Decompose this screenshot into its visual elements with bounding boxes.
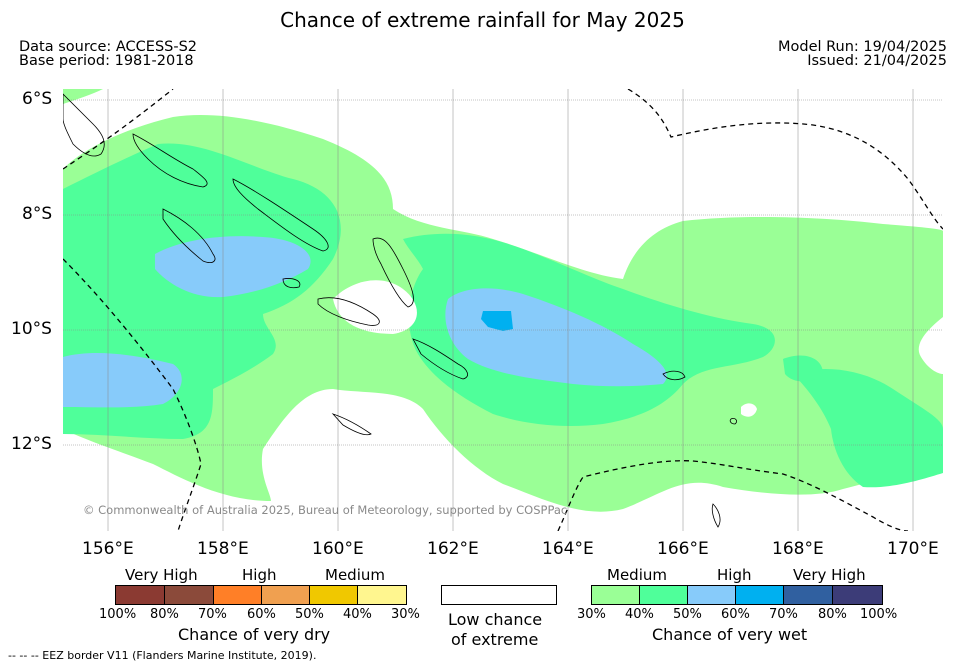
wet-tick: 60% — [721, 607, 750, 622]
map-title: Chance of extreme rainfall for May 2025 — [280, 8, 685, 32]
dry-swatch — [310, 586, 358, 604]
gridlines — [63, 89, 943, 531]
wet-category-medium: Medium — [607, 566, 667, 584]
dry-colorbar — [115, 585, 407, 605]
dry-category-medium: Medium — [325, 566, 385, 584]
wet-tick: 70% — [769, 607, 798, 622]
lat-label: 12°S — [11, 434, 52, 454]
lon-label: 156°E — [82, 539, 134, 559]
lon-label: 170°E — [887, 539, 939, 559]
dry-swatch — [116, 586, 165, 604]
wet-swatch — [592, 586, 640, 604]
dry-tick: 80% — [150, 607, 179, 622]
low-chance-zones — [333, 280, 943, 417]
wet-tick: 50% — [673, 607, 702, 622]
low-chance-swatch — [441, 585, 557, 605]
eez-borders — [63, 89, 943, 531]
dry-swatch — [262, 586, 310, 604]
dry-legend-label: Chance of very dry — [178, 625, 331, 644]
islands — [63, 93, 738, 528]
dry-tick: 30% — [391, 607, 420, 622]
dry-swatch — [165, 586, 214, 604]
wet-swatch — [688, 586, 736, 604]
wet-tick: 80% — [818, 607, 847, 622]
dry-category-very-high: Very High — [125, 566, 198, 584]
lon-label: 162°E — [427, 539, 479, 559]
data-source: Data source: ACCESS-S2 — [19, 39, 198, 55]
dry-tick: 70% — [198, 607, 227, 622]
wet-swatch — [833, 586, 882, 604]
wet-category-very-high: Very High — [793, 566, 866, 584]
copyright-notice: © Commonwealth of Australia 2025, Bureau… — [83, 503, 568, 517]
base-period: Base period: 1981-2018 — [19, 53, 194, 69]
issued-date: Issued: 21/04/2025 — [807, 53, 947, 69]
dry-tick: 100% — [99, 607, 137, 622]
wet-legend-label: Chance of very wet — [652, 625, 808, 644]
lon-label: 164°E — [542, 539, 594, 559]
lat-label: 10°S — [11, 319, 52, 339]
rainfall-map — [63, 89, 943, 531]
wet-very-high-zones — [63, 236, 667, 408]
wet-tick: 30% — [577, 607, 606, 622]
lat-label: 8°S — [22, 204, 53, 224]
low-chance-label-line1: Low chance — [448, 610, 543, 629]
wet-swatch — [640, 586, 688, 604]
dry-tick: 50% — [295, 607, 324, 622]
wet-colorbar — [591, 585, 883, 605]
wet-tick: 100% — [860, 607, 898, 622]
dry-tick: 40% — [343, 607, 372, 622]
wet-tick: 40% — [625, 607, 654, 622]
lat-label: 6°S — [22, 89, 53, 109]
lon-label: 160°E — [312, 539, 364, 559]
wet-category-high: High — [717, 566, 752, 584]
wet-swatch — [736, 586, 784, 604]
lon-label: 158°E — [197, 539, 249, 559]
model-run: Model Run: 19/04/2025 — [777, 39, 947, 55]
dry-tick: 60% — [247, 607, 276, 622]
lon-label: 166°E — [657, 539, 709, 559]
dry-swatch — [214, 586, 262, 604]
dry-swatch — [358, 586, 406, 604]
lon-label: 168°E — [772, 539, 824, 559]
eez-footer-note: -- -- -- EEZ border V11 (Flanders Marine… — [8, 649, 317, 662]
wet-swatch — [784, 586, 833, 604]
low-chance-label-line2: of extreme — [451, 630, 539, 649]
dry-category-high: High — [242, 566, 277, 584]
